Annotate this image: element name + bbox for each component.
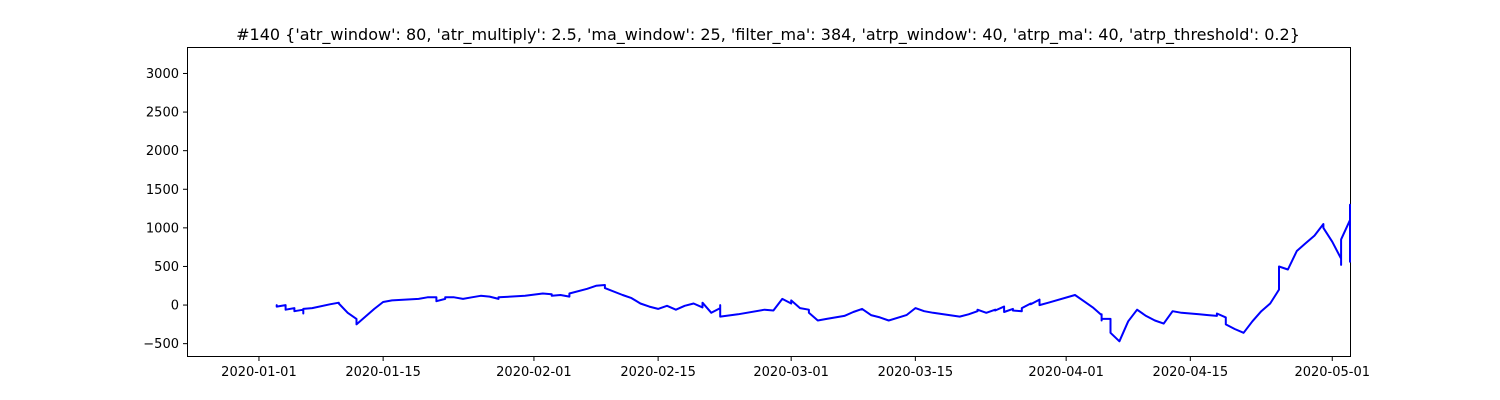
x-tick-label: 2020-03-15 bbox=[878, 365, 954, 380]
series-layer bbox=[275, 203, 1351, 343]
y-tick-label: 2500 bbox=[146, 106, 179, 121]
y-tick-label: 0 bbox=[171, 299, 179, 314]
x-tick-label: 2020-04-01 bbox=[1028, 365, 1104, 380]
x-tick-label: 2020-01-01 bbox=[221, 365, 297, 380]
x-tick-label: 2020-04-15 bbox=[1153, 365, 1229, 380]
y-tick-label: 2000 bbox=[146, 144, 179, 159]
x-axis: 2020-01-01 2020-01-15 2020-02-01 2020-02-15… bbox=[221, 356, 1370, 380]
y-tick-label: 1500 bbox=[146, 183, 179, 198]
y-tick-label: −500 bbox=[143, 337, 179, 352]
series-line-1 bbox=[275, 203, 1351, 343]
plot-frame bbox=[187, 47, 1351, 357]
y-tick-label: 1000 bbox=[146, 221, 179, 236]
x-tick-label: 2020-03-01 bbox=[753, 365, 829, 380]
x-tick-label: 2020-02-15 bbox=[620, 365, 696, 380]
x-tick-label: 2020-05-01 bbox=[1294, 365, 1370, 380]
y-tick-label: 3000 bbox=[146, 67, 179, 82]
y-axis: −500 0 500 1000 1500 2000 2500 3000 bbox=[143, 67, 188, 352]
y-tick-label: 500 bbox=[154, 260, 179, 275]
chart-title: #140 {'atr_window': 80, 'atr_multiply': … bbox=[236, 25, 1300, 45]
x-tick-label: 2020-01-15 bbox=[345, 365, 421, 380]
x-tick-label: 2020-02-01 bbox=[496, 365, 572, 380]
